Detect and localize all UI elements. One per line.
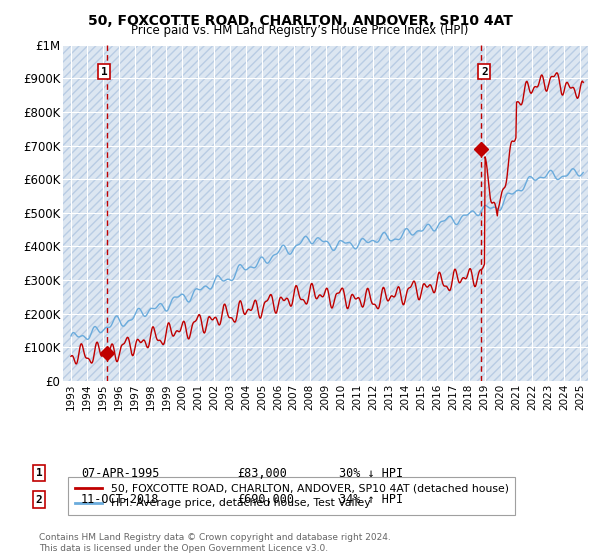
Text: £83,000: £83,000 <box>237 466 287 480</box>
Text: 50, FOXCOTTE ROAD, CHARLTON, ANDOVER, SP10 4AT: 50, FOXCOTTE ROAD, CHARLTON, ANDOVER, SP… <box>88 14 512 28</box>
Text: 11-OCT-2018: 11-OCT-2018 <box>81 493 160 506</box>
Text: 2: 2 <box>35 494 43 505</box>
Text: 34% ↑ HPI: 34% ↑ HPI <box>339 493 403 506</box>
Text: Price paid vs. HM Land Registry’s House Price Index (HPI): Price paid vs. HM Land Registry’s House … <box>131 24 469 37</box>
Text: 2: 2 <box>481 67 488 77</box>
Legend: 50, FOXCOTTE ROAD, CHARLTON, ANDOVER, SP10 4AT (detached house), HPI: Average pr: 50, FOXCOTTE ROAD, CHARLTON, ANDOVER, SP… <box>68 478 515 515</box>
Text: £690,000: £690,000 <box>237 493 294 506</box>
Text: Contains HM Land Registry data © Crown copyright and database right 2024.
This d: Contains HM Land Registry data © Crown c… <box>39 533 391 553</box>
Text: 30% ↓ HPI: 30% ↓ HPI <box>339 466 403 480</box>
Text: 07-APR-1995: 07-APR-1995 <box>81 466 160 480</box>
Text: 1: 1 <box>35 468 43 478</box>
Text: 1: 1 <box>101 67 107 77</box>
